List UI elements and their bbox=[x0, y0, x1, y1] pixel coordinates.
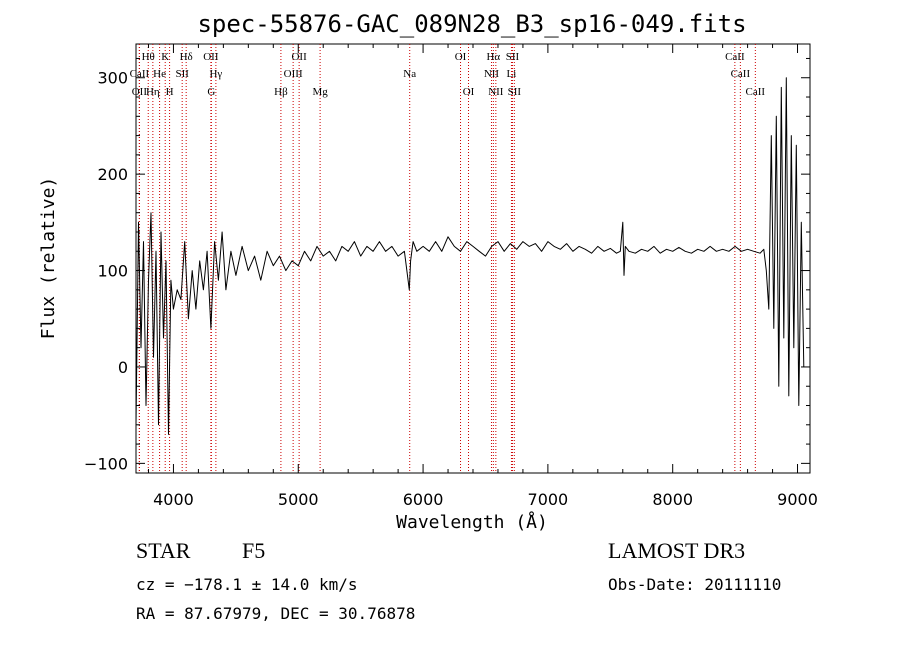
line-label: K bbox=[161, 51, 169, 63]
line-label: OIII bbox=[284, 68, 303, 80]
line-label: SII bbox=[175, 68, 189, 80]
plot-frame bbox=[135, 43, 811, 474]
spectral-line-markers bbox=[138, 44, 756, 473]
line-label: Hβ bbox=[274, 86, 288, 98]
line-label: NII bbox=[484, 68, 500, 80]
obs-date-text: Obs-Date: 20111110 bbox=[608, 575, 781, 594]
spectrum-line bbox=[135, 77, 805, 435]
line-label: CaII bbox=[746, 86, 766, 98]
y-tick-label: 0 bbox=[118, 358, 128, 377]
x-tick-label: 5000 bbox=[278, 490, 319, 509]
spectrum-series bbox=[135, 77, 805, 435]
line-label: Hα bbox=[486, 51, 500, 63]
object-class: STAR bbox=[136, 538, 191, 563]
line-label: Hη bbox=[146, 86, 160, 98]
x-tick-label: 9000 bbox=[777, 490, 818, 509]
x-tick-label: 8000 bbox=[652, 490, 693, 509]
line-label: SII bbox=[508, 86, 522, 98]
line-label: OI bbox=[463, 86, 475, 98]
y-axis-label: Flux (relative) bbox=[38, 177, 59, 340]
coordinates-text: RA = 87.67979, DEC = 30.76878 bbox=[136, 604, 415, 623]
line-label: SII bbox=[506, 51, 520, 63]
line-label: Hδ bbox=[180, 51, 193, 63]
line-label: NII bbox=[488, 86, 504, 98]
line-label: OII bbox=[132, 86, 148, 98]
line-label: He bbox=[153, 68, 166, 80]
line-label: OII bbox=[203, 51, 219, 63]
object-subclass: F5 bbox=[242, 538, 265, 563]
line-label: OII bbox=[291, 51, 307, 63]
x-tick-label: 4000 bbox=[153, 490, 194, 509]
line-label: Hθ bbox=[142, 51, 155, 63]
survey-name: LAMOST DR3 bbox=[608, 538, 745, 563]
line-label: Mg bbox=[312, 86, 328, 98]
x-tick-label: 6000 bbox=[403, 490, 444, 509]
y-tick-label: −100 bbox=[84, 454, 128, 473]
line-label: CaII bbox=[725, 51, 745, 63]
x-tick-label: 7000 bbox=[528, 490, 569, 509]
line-label: OI bbox=[455, 51, 467, 63]
redshift-text: cz = −178.1 ± 14.0 km/s bbox=[136, 575, 358, 594]
line-label: Na bbox=[403, 68, 416, 80]
y-tick-label: 300 bbox=[97, 69, 128, 88]
chart-title: spec-55876-GAC_089N28_B3_sp16-049.fits bbox=[197, 10, 746, 38]
line-label: CaII bbox=[130, 68, 150, 80]
y-tick-label: 200 bbox=[97, 165, 128, 184]
line-label: Li bbox=[507, 68, 517, 80]
x-axis-ticks: 4000 5000 6000 7000 8000 9000 bbox=[147, 44, 818, 509]
x-axis-label: Wavelength (Å) bbox=[396, 511, 548, 533]
y-tick-label: 100 bbox=[97, 262, 128, 281]
line-label: H bbox=[166, 86, 174, 98]
y-axis-ticks: −100 0 100 200 300 bbox=[84, 57, 810, 473]
line-label: Hγ bbox=[209, 68, 222, 80]
line-label: G bbox=[207, 86, 215, 98]
line-label: CaII bbox=[731, 68, 751, 80]
